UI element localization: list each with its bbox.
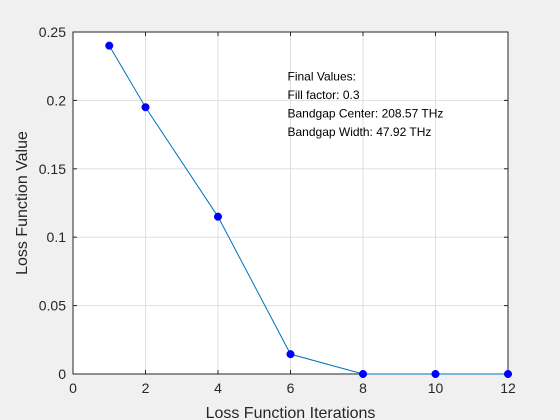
y-tick-label: 0.25 bbox=[39, 24, 66, 40]
data-point bbox=[141, 103, 150, 112]
annotation-line: Fill factor: 0.3 bbox=[288, 88, 360, 102]
annotation-line: Final Values: bbox=[288, 69, 356, 83]
y-tick-label: 0.2 bbox=[47, 92, 67, 108]
y-tick-label: 0.05 bbox=[39, 298, 66, 314]
data-point bbox=[286, 350, 295, 359]
y-axis-label: Loss Function Value bbox=[14, 131, 31, 275]
series-layer bbox=[105, 41, 513, 379]
y-tick-label: 0.1 bbox=[47, 229, 67, 245]
data-point bbox=[358, 369, 368, 379]
x-tick-label: 10 bbox=[428, 380, 444, 396]
data-point bbox=[431, 369, 440, 379]
annotation-line: Bandgap Width: 47.92 THz bbox=[288, 125, 432, 139]
x-tick-label: 12 bbox=[500, 380, 516, 396]
annotation-layer: Final Values: Fill factor: 0.3 Bandgap Cen… bbox=[288, 69, 444, 138]
y-tick-label: 0 bbox=[58, 366, 66, 382]
ticks-layer: 0 2 4 6 8 10 12 0 0.05 0.1 0.15 0.2 0.25 bbox=[39, 24, 516, 396]
data-point bbox=[213, 212, 223, 221]
data-point bbox=[503, 369, 513, 379]
x-tick-label: 6 bbox=[287, 380, 295, 396]
y-tick-label: 0.15 bbox=[39, 161, 66, 177]
x-axis-label: Loss Function Iterations bbox=[206, 405, 376, 420]
x-tick-label: 2 bbox=[142, 380, 150, 396]
annotation-line: Bandgap Center: 208.57 THz bbox=[288, 106, 444, 120]
data-point bbox=[105, 41, 114, 50]
x-tick-label: 8 bbox=[359, 380, 367, 396]
x-tick-label: 4 bbox=[214, 380, 222, 396]
x-tick-label: 0 bbox=[69, 380, 77, 396]
